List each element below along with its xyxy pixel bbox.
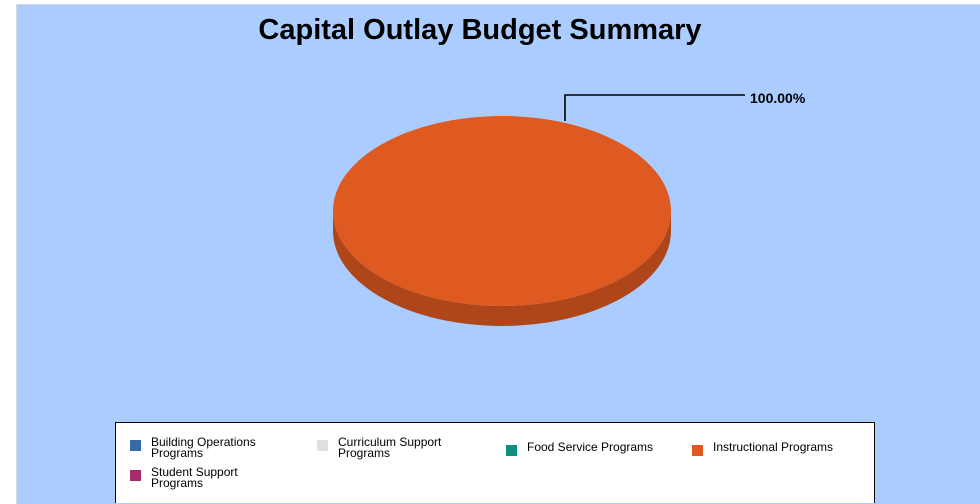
- pie-chart-svg: Capital Outlay Budget Summary 100.00%: [17, 5, 980, 504]
- data-label-leader-line: [564, 94, 745, 121]
- legend-item-building-operations: Building Operations Programs: [130, 435, 276, 460]
- legend-swatch: [130, 440, 141, 451]
- chart-frame: Capital Outlay Budget Summary 100.00%: [16, 4, 980, 504]
- legend-item-instructional: Instructional Programs: [692, 440, 883, 456]
- legend-label: Student Support Programs: [151, 465, 238, 490]
- legend-swatch: [317, 440, 328, 451]
- chart-legend: Building Operations Programs Curriculum …: [115, 422, 875, 503]
- data-label-instructional: 100.00%: [750, 90, 806, 106]
- legend-item-student-support: Student Support Programs: [130, 465, 276, 490]
- pie-slice-side-instructional: [333, 211, 671, 326]
- legend-label: Curriculum Support Programs: [338, 435, 442, 460]
- legend-swatch: [506, 445, 517, 456]
- pie-slice-instructional: [333, 116, 671, 306]
- legend-item-food-service: Food Service Programs: [506, 440, 697, 456]
- legend-label: Food Service Programs: [527, 440, 654, 454]
- legend-label: Building Operations Programs: [151, 435, 256, 460]
- legend-swatch: [130, 470, 141, 481]
- legend-label: Instructional Programs: [713, 440, 834, 454]
- chart-title: Capital Outlay Budget Summary: [258, 14, 701, 46]
- legend-item-curriculum-support: Curriculum Support Programs: [317, 435, 463, 460]
- legend-swatch: [692, 445, 703, 456]
